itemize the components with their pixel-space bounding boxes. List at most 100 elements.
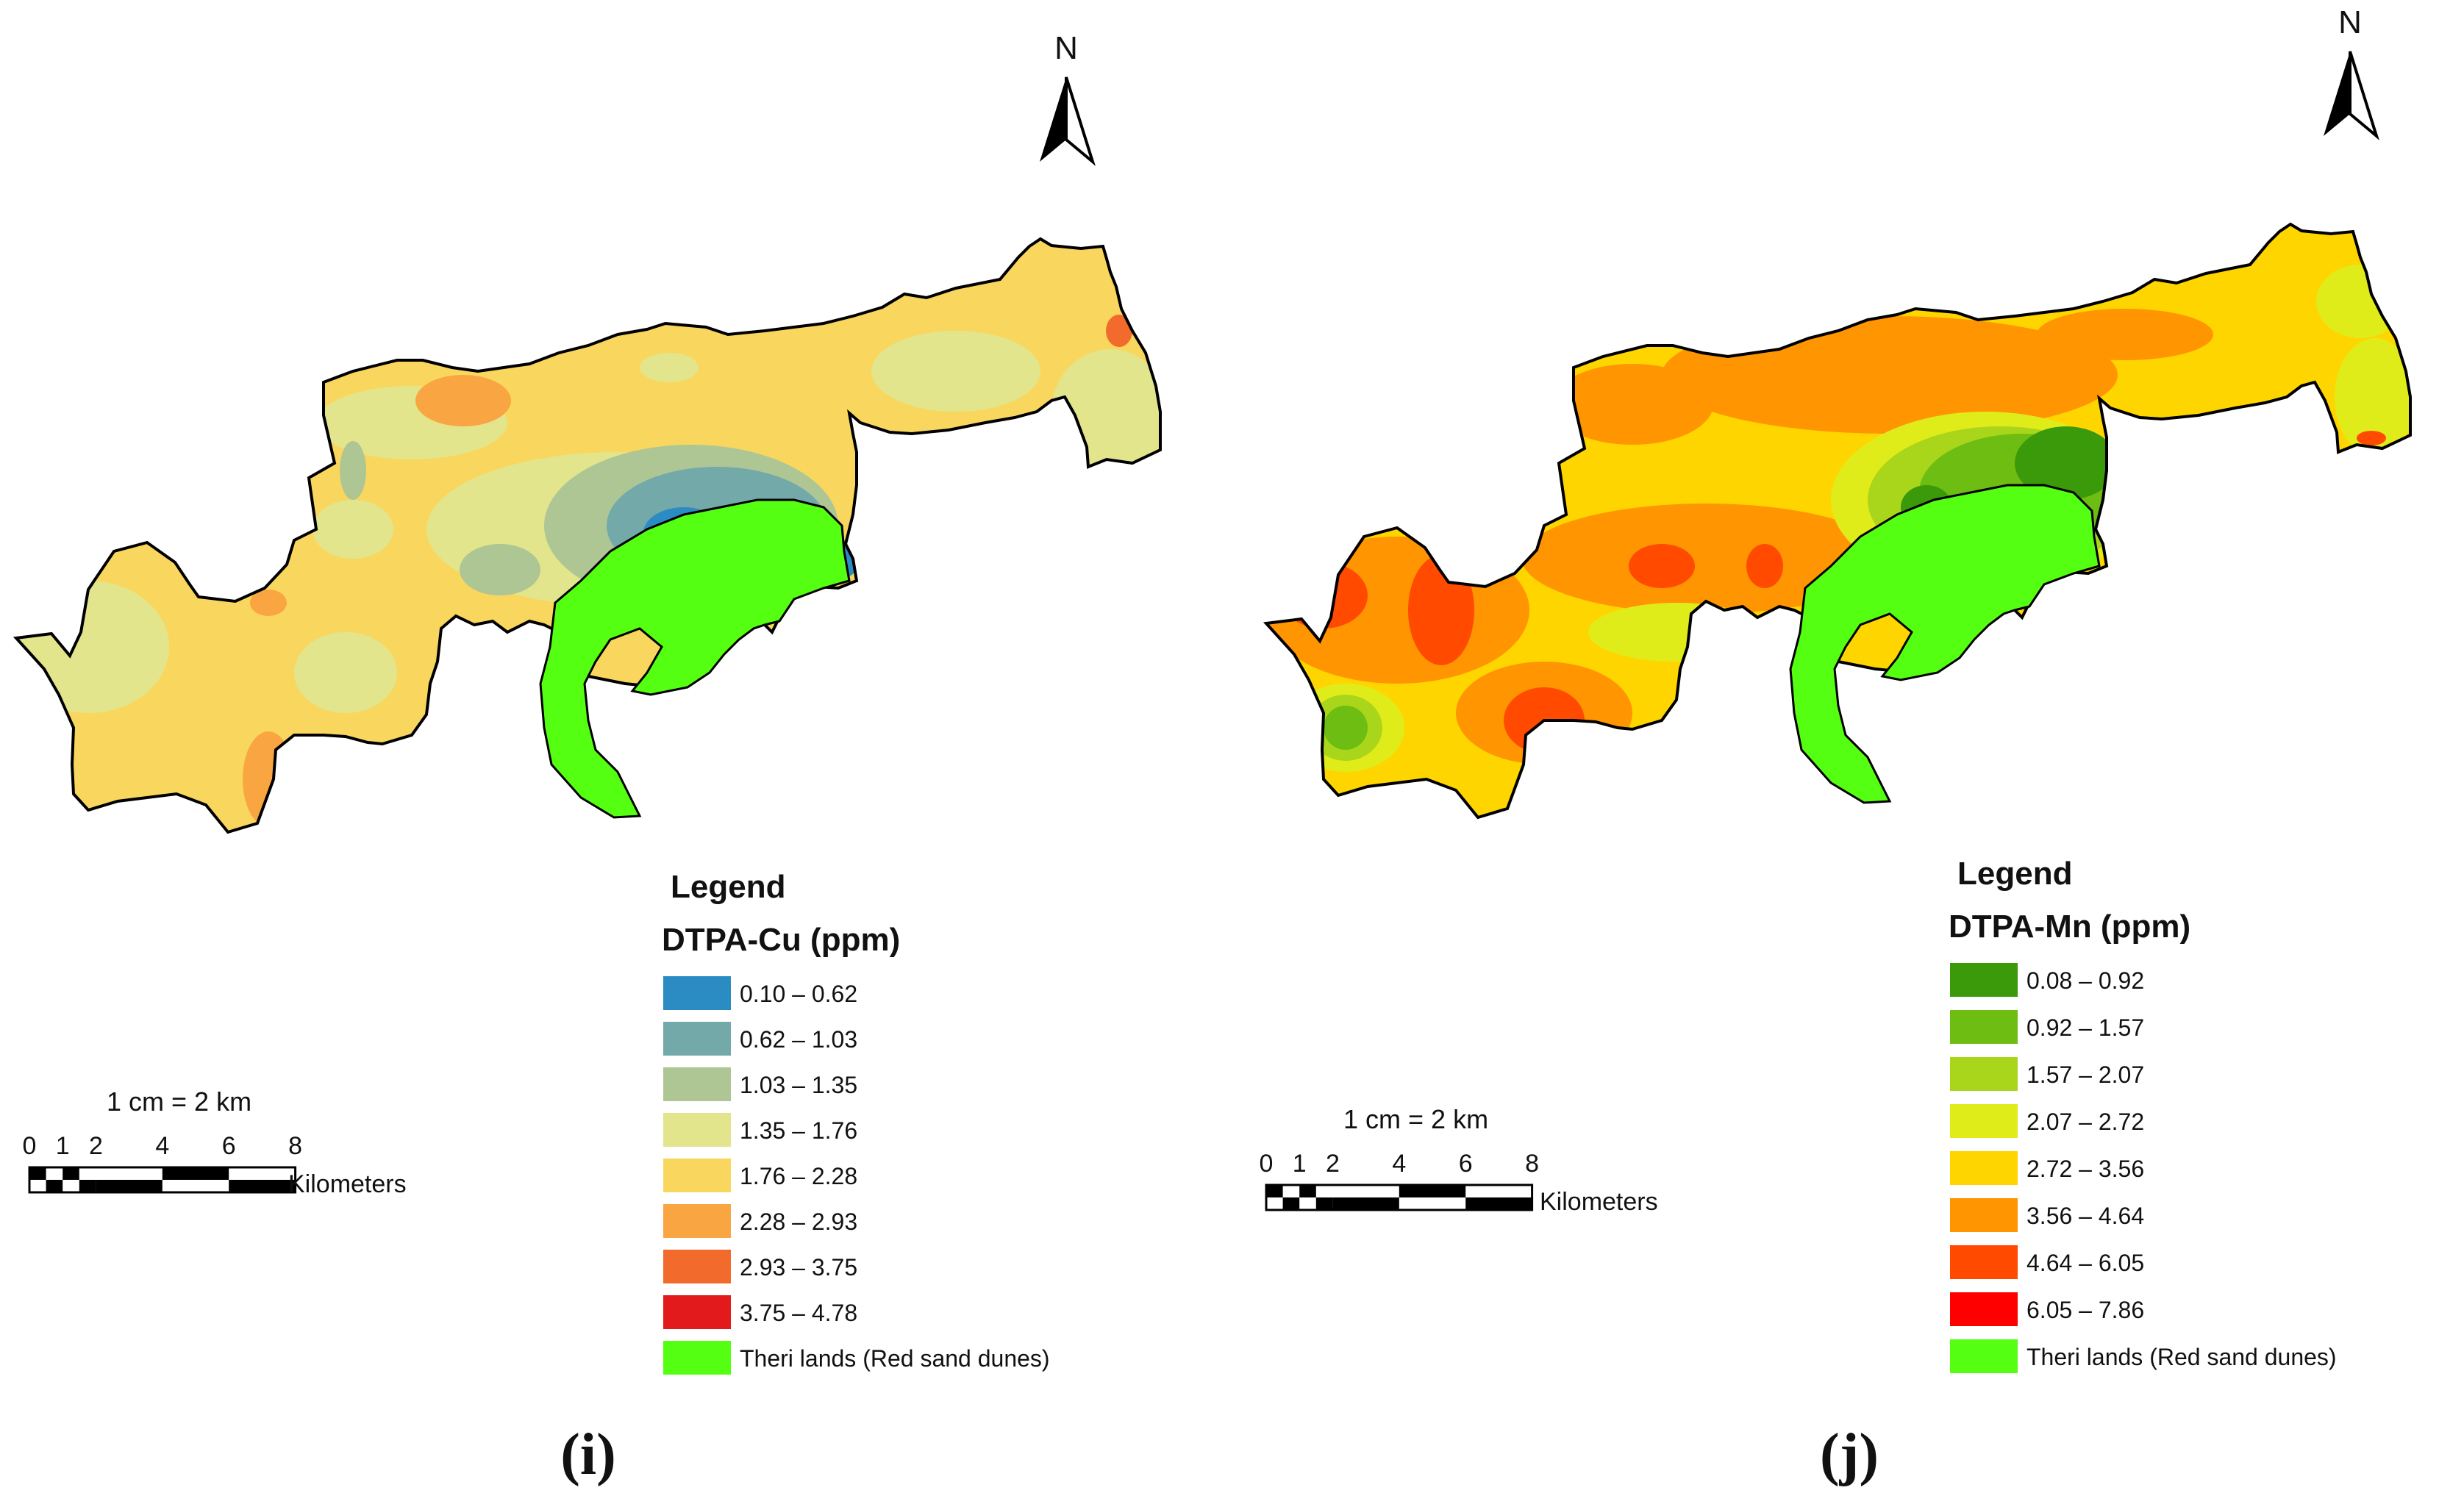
legend-item: 1.03 – 1.35: [663, 1067, 857, 1101]
scale-blocks: [28, 1166, 297, 1194]
scale-tick-label: 1: [56, 1132, 70, 1160]
scale-blocks: [1265, 1183, 1534, 1211]
zone-1-35-1-76: [313, 500, 393, 559]
north-arrow-i: N: [1040, 30, 1096, 166]
scale-block: [1282, 1197, 1300, 1210]
zone-4-64-6-05: [2357, 431, 2386, 445]
scale-block: [29, 1167, 46, 1180]
legend-swatch: [663, 1204, 731, 1238]
zone-0-08-0-92: [2387, 261, 2407, 290]
zone-2-28-2-93: [250, 590, 287, 616]
legend-swatch: [1950, 1057, 2018, 1091]
legend-items: 0.08 – 0.92 0.92 – 1.57 1.57 – 2.07 2.07 – …: [1950, 963, 2337, 1373]
legend-swatch: [1950, 1104, 2018, 1138]
scale-block: [1315, 1197, 1333, 1210]
legend-swatch: [663, 1022, 731, 1056]
legend-item: 0.62 – 1.03: [663, 1022, 857, 1056]
zone-2-93-3-75: [1106, 315, 1132, 347]
scale-tick-label: 1: [1293, 1150, 1307, 1178]
zone-2-07-2-72: [2335, 338, 2410, 456]
legend-swatch: [663, 1067, 731, 1101]
scale-block: [1465, 1197, 1532, 1210]
scale-block: [96, 1180, 163, 1192]
zone-2-28-2-93: [243, 731, 294, 827]
scale-tick-label: 6: [1459, 1150, 1473, 1178]
scale-tick-label: 4: [1392, 1150, 1406, 1178]
legend-item: 1.76 – 2.28: [663, 1159, 857, 1192]
legend-swatch: [663, 1295, 731, 1329]
legend-item: 0.08 – 0.92: [1950, 963, 2144, 997]
legend-item: Theri lands (Red sand dunes): [1950, 1339, 2337, 1373]
zone-3-56-4-64: [1551, 364, 1713, 445]
legend-swatch: [663, 976, 731, 1010]
scale-block: [1399, 1185, 1466, 1197]
panel-caption-j: (j): [1820, 1422, 1879, 1487]
map-panel-i: [15, 237, 1162, 834]
legend-label: 2.07 – 2.72: [2026, 1109, 2144, 1135]
zone-3-56-4-64: [1266, 537, 1529, 684]
scale-tick-label: 6: [222, 1132, 236, 1160]
legend-label: 1.03 – 1.35: [740, 1072, 857, 1098]
north-arrow-icon: [1040, 77, 1066, 162]
legend-label: Theri lands (Red sand dunes): [2026, 1344, 2337, 1370]
legend-label: 2.93 – 3.75: [740, 1254, 857, 1281]
legend-swatch: [1950, 1010, 2018, 1044]
legend-i: Legend DTPA-Cu (ppm) 0.10 – 0.62 0.62 – 1…: [662, 869, 1050, 1375]
map-panel-j: [1265, 223, 2412, 819]
legend-swatch: [1950, 1151, 2018, 1185]
legend-swatch: [663, 1341, 731, 1375]
legend-label: 3.56 – 4.64: [2026, 1203, 2144, 1229]
legend-label: 1.35 – 1.76: [740, 1117, 857, 1144]
zone-1-03-1-35: [340, 441, 366, 500]
legend-item: 2.28 – 2.93: [663, 1204, 857, 1238]
legend-item: 3.56 – 4.64: [1950, 1198, 2144, 1232]
legend-label: 2.72 – 3.56: [2026, 1156, 2144, 1182]
north-arrow-icon: [2324, 51, 2350, 136]
legend-swatch: [1950, 1339, 2018, 1373]
zone-3-56-4-64: [2037, 309, 2213, 360]
legend-label: 6.05 – 7.86: [2026, 1297, 2144, 1323]
scale-ratio: 1 cm = 2 km: [1343, 1104, 1488, 1134]
legend-label: 2.28 – 2.93: [740, 1208, 857, 1235]
legend-label: 0.10 – 0.62: [740, 981, 857, 1007]
legend-label: 1.76 – 2.28: [740, 1163, 857, 1189]
legend-label: 0.92 – 1.57: [2026, 1014, 2144, 1041]
legend-swatch: [1950, 1198, 2018, 1232]
legend-swatch: [663, 1113, 731, 1147]
scale-tick-label: 8: [288, 1132, 302, 1160]
legend-item: 0.10 – 0.62: [663, 976, 857, 1010]
legend-label: 0.62 – 1.03: [740, 1026, 857, 1053]
scale-tick-label: 2: [89, 1132, 103, 1160]
zone-2-07-2-72: [2316, 265, 2404, 338]
scale-block: [1266, 1185, 1283, 1197]
legend-item: 6.05 – 7.86: [1950, 1292, 2144, 1326]
zone-1-03-1-35: [460, 544, 540, 595]
scale-block: [229, 1180, 296, 1192]
zone-2-28-2-93: [415, 375, 511, 426]
legend-item: 2.93 – 3.75: [663, 1250, 857, 1283]
scale-tick-label: 4: [155, 1132, 169, 1160]
zone-1-35-1-76: [871, 331, 1040, 412]
legend-j: Legend DTPA-Mn (ppm) 0.08 – 0.92 0.92 – 1…: [1949, 856, 2337, 1373]
legend-label: 3.75 – 4.78: [740, 1300, 857, 1326]
legend-item: 4.64 – 6.05: [1950, 1245, 2144, 1279]
zone-1-35-1-76: [294, 632, 397, 713]
legend-swatch: [1950, 963, 2018, 997]
zone-1-35-1-76: [640, 353, 699, 382]
legend-item: 0.92 – 1.57: [1950, 1010, 2144, 1044]
legend-swatch: [663, 1250, 731, 1283]
legend-item: Theri lands (Red sand dunes): [663, 1341, 1050, 1375]
scale-unit: Kilometers: [288, 1170, 407, 1198]
legend-label: 1.57 – 2.07: [2026, 1061, 2144, 1088]
scale-block: [1332, 1197, 1399, 1210]
legend-swatch: [663, 1159, 731, 1192]
scale-block: [46, 1180, 63, 1192]
legend-heading: Legend: [1957, 856, 2072, 892]
legend-heading: Legend: [671, 869, 785, 905]
scale-ratio: 1 cm = 2 km: [107, 1086, 251, 1117]
legend-item: 3.75 – 4.78: [663, 1295, 857, 1329]
zone-1-35-1-76: [16, 581, 169, 713]
